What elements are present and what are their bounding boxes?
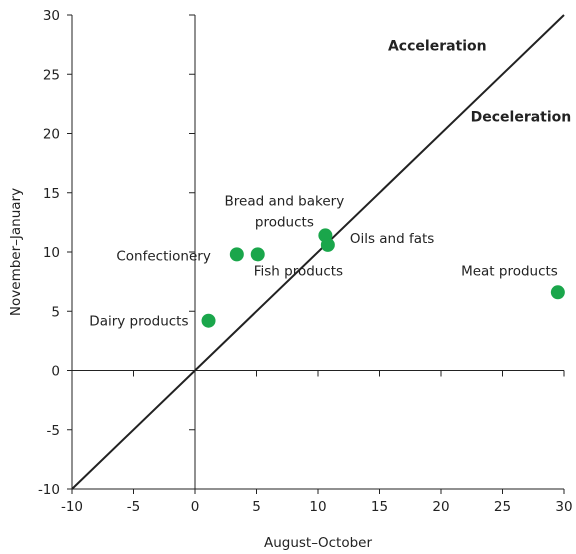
data-point — [201, 313, 216, 328]
y-tick-label: 20 — [43, 127, 60, 143]
x-ticks: -10 -5 0 5 10 15 20 25 30 — [61, 370, 573, 515]
y-tick-label: 5 — [51, 304, 60, 320]
x-tick-label: 20 — [432, 499, 449, 515]
y-ticks: -10 -5 0 5 10 15 20 25 30 — [38, 8, 195, 498]
data-points — [201, 228, 565, 328]
x-tick-label: 15 — [371, 499, 388, 515]
x-tick-label: 5 — [252, 499, 261, 515]
point-label: Oils and fats — [350, 231, 435, 247]
point-label: Bread and bakery products — [225, 193, 345, 230]
x-tick-label: -10 — [61, 499, 83, 515]
y-axis-title: November–January — [8, 188, 24, 316]
point-label: Dairy products — [89, 314, 188, 330]
data-point — [320, 237, 335, 252]
data-point — [229, 247, 244, 262]
y-tick-label: 30 — [43, 8, 60, 24]
x-tick-label: 30 — [555, 499, 572, 515]
y-tick-label: -10 — [38, 482, 60, 498]
data-point — [250, 247, 265, 262]
x-tick-label: 25 — [494, 499, 511, 515]
y-tick-label: 15 — [43, 186, 60, 202]
point-label: Meat products — [461, 263, 558, 279]
y-tick-label: 10 — [43, 245, 60, 261]
x-tick-label: 10 — [309, 499, 326, 515]
x-tick-label: -5 — [127, 499, 140, 515]
region-annotation: Deceleration — [471, 110, 572, 126]
y-tick-label: -5 — [47, 423, 60, 439]
region-annotation: Acceleration — [388, 39, 487, 55]
region-annotations: Acceleration Deceleration — [388, 39, 571, 126]
point-labels: Dairy products Confectionery Fish products… — [89, 193, 558, 329]
point-label: Fish products — [254, 263, 343, 279]
data-point — [550, 285, 565, 300]
point-label: Confectionery — [116, 248, 210, 264]
x-tick-label: 0 — [191, 499, 200, 515]
y-tick-label: 25 — [43, 67, 60, 83]
x-axis-title: August–October — [264, 535, 372, 551]
equality-reference-line — [71, 14, 565, 490]
y-tick-label: 0 — [51, 364, 60, 380]
